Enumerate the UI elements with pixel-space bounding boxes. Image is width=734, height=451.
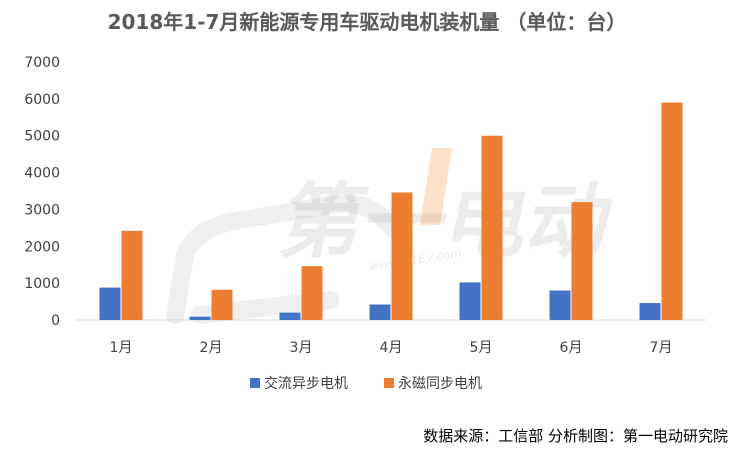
y-tick-label: 6000 [24,92,60,108]
x-tick-label: 2月 [200,340,223,356]
bar-pm-sync [391,192,413,320]
x-tick-label: 5月 [470,340,493,356]
bar-ac-async [639,303,661,320]
x-axis-ticks: 1月 2月 3月 4月 5月 6月 7月 [110,340,673,356]
bar-pm-sync [481,135,503,320]
bar-pm-sync [571,202,593,320]
data-source-note: 数据来源：工信部 分析制图：第一电动研究院 [423,427,728,445]
y-tick-label: 3000 [24,202,60,218]
x-tick-label: 7月 [650,340,673,356]
x-tick-label: 6月 [560,340,583,356]
legend-swatch [384,378,394,388]
bar-ac-async [279,312,301,320]
x-tick-label: 1月 [110,340,133,356]
y-tick-label: 0 [51,313,60,329]
bars-group [99,102,683,321]
x-tick-label: 3月 [290,340,313,356]
legend-label: 永磁同步电机 [398,376,482,392]
bar-ac-async [459,282,481,320]
bar-ac-async [369,304,391,320]
bar-pm-sync [301,266,323,320]
legend-label: 交流异步电机 [264,375,348,392]
bar-pm-sync [121,230,143,320]
y-axis-ticks: 0 1000 2000 3000 4000 5000 6000 7000 [24,55,60,329]
y-tick-label: 5000 [24,129,60,145]
x-tick-label: 4月 [380,340,403,356]
legend: 交流异步电机 永磁同步电机 [250,375,482,392]
bar-pm-sync [211,289,233,320]
y-tick-label: 7000 [24,55,60,71]
y-tick-label: 4000 [24,166,60,182]
bar-pm-sync [661,102,683,321]
chart-title: 2018年1-7月新能源专用车驱动电机装机量 （单位：台） [107,10,627,34]
bar-ac-async [99,287,121,320]
y-tick-label: 2000 [24,239,60,255]
legend-swatch [250,378,260,388]
bar-ac-async [549,290,571,320]
y-tick-label: 1000 [24,276,60,292]
bar-ac-async [189,316,211,320]
